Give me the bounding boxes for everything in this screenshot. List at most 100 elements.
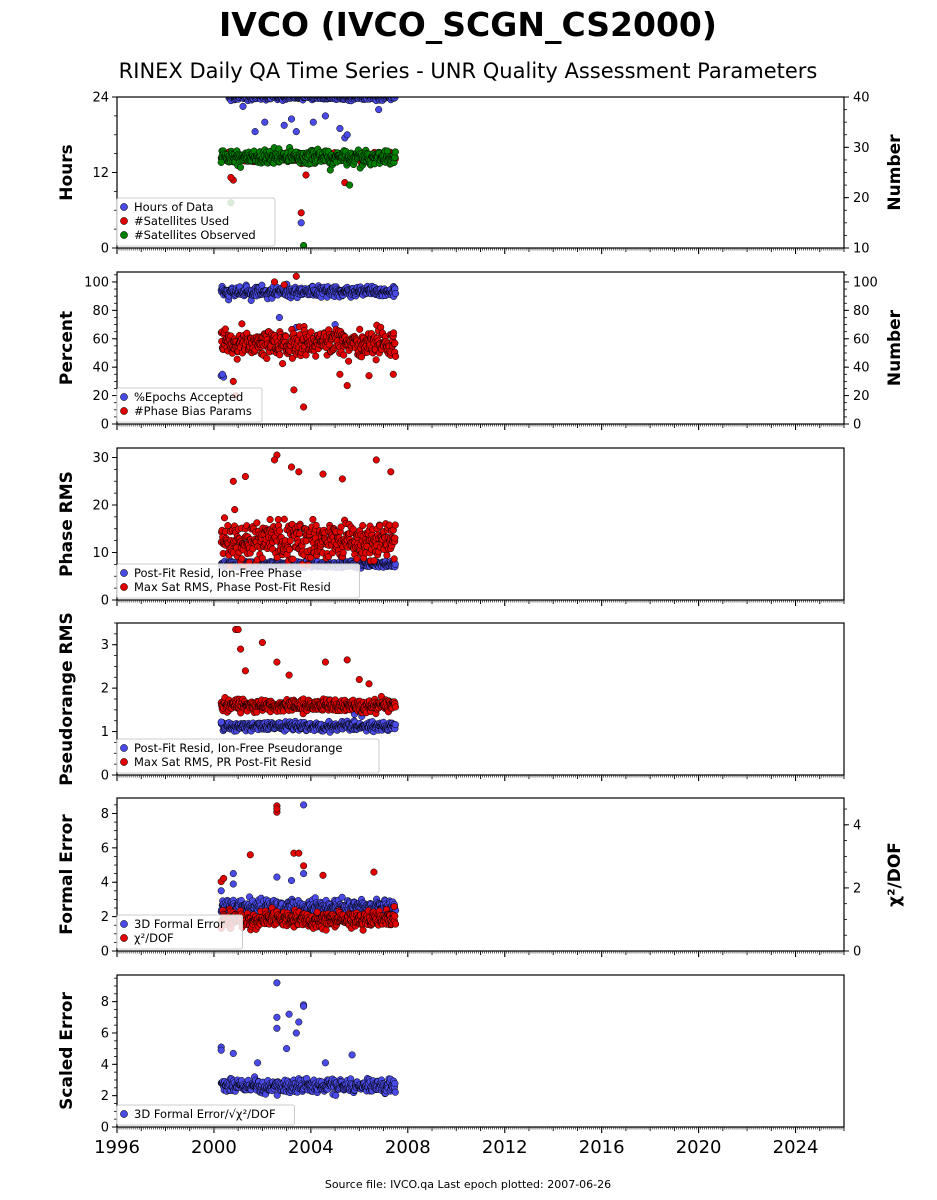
data-point [391, 703, 399, 711]
data-point [276, 351, 284, 359]
outlier-point [321, 112, 329, 120]
outlier-point [338, 475, 346, 483]
y-tick-label: 3 [101, 638, 109, 653]
data-point [353, 555, 361, 563]
outlier-point [309, 118, 317, 126]
outlier-point [295, 468, 303, 476]
y-tick-label: 12 [92, 166, 109, 181]
figure-subtitle: RINEX Daily QA Time Series - UNR Quality… [119, 59, 818, 83]
legend-box [116, 197, 276, 247]
data-point [392, 289, 400, 298]
y-right-tick-label: 10 [853, 242, 870, 257]
outlier-point [365, 372, 373, 380]
data-point [309, 515, 317, 523]
y-right-axis-label: Number [885, 134, 905, 211]
data-point [231, 506, 239, 514]
data-point [238, 555, 246, 563]
outlier-point [285, 671, 293, 679]
data-point [302, 90, 309, 97]
data-point [274, 515, 282, 524]
y-tick-label: 30 [92, 451, 109, 466]
legend-marker [120, 203, 128, 211]
series-%Epochs Accepted [217, 280, 400, 381]
series-#Satellites Observed [217, 144, 399, 248]
y-tick-label: 0 [101, 594, 109, 609]
y-tick-label: 0 [101, 769, 109, 784]
outlier-point [218, 370, 226, 378]
data-point [390, 555, 398, 563]
panel-percent-panel: 0 20 40 60 80 100 0 20 40 60 80 100 Percent Number %Ep… [57, 271, 905, 433]
outlier-point [346, 181, 354, 189]
data-point [296, 530, 304, 538]
data-point [391, 339, 399, 347]
y-tick-label: 80 [92, 304, 109, 319]
outlier-point [237, 645, 245, 653]
y-right-tick-label: 100 [853, 275, 878, 290]
data-point [236, 163, 245, 171]
data-point [266, 515, 274, 524]
outlier-point [270, 278, 279, 286]
legend-marker [120, 217, 128, 225]
outlier-point [372, 456, 380, 464]
outlier-point [300, 241, 308, 248]
outlier-point [319, 470, 327, 478]
data-point [339, 549, 347, 557]
outlier-point [234, 625, 242, 634]
y-tick-label: 60 [92, 332, 109, 347]
data-point [383, 551, 391, 559]
data-point [391, 521, 399, 529]
outlier-point [292, 272, 300, 280]
outlier-point [251, 128, 259, 136]
outlier-point [280, 281, 288, 289]
data-point [257, 97, 261, 98]
legend-box [116, 387, 263, 423]
legend-label: Max Sat RMS, Phase Post-Fit Resid [134, 580, 331, 594]
series-group [217, 90, 399, 248]
panel-phase-rms-panel: 0 10 20 30 Phase RMS Post-Fit Resid, Ion-Free… [57, 447, 845, 609]
y-right-tick-label: 20 [853, 389, 870, 404]
y-tick-label: 24 [92, 91, 109, 106]
outlier-point [300, 403, 308, 411]
data-point [391, 721, 399, 729]
data-point [258, 554, 266, 562]
outlier-point [227, 173, 235, 182]
legend-label: Hours of Data [134, 200, 214, 214]
outlier-point [336, 124, 344, 133]
legend-label: #Satellites Used [134, 214, 229, 228]
data-point [340, 351, 348, 359]
data-point [253, 519, 261, 527]
data-point [345, 357, 353, 365]
outlier-point [239, 102, 247, 110]
legend-label: #Phase Bias Params [134, 404, 252, 418]
y-right-tick-label: 40 [853, 91, 870, 106]
y-tick-label: 40 [92, 361, 109, 376]
data-point [392, 352, 400, 360]
y-right-tick-label: 0 [853, 418, 861, 433]
outlier-point [280, 121, 288, 129]
data-point [221, 325, 229, 333]
y-tick-label: 20 [92, 499, 109, 514]
data-point [359, 522, 367, 530]
data-point [390, 329, 398, 337]
series-group [217, 272, 400, 411]
outlier-point [292, 128, 300, 136]
data-point [358, 353, 366, 361]
outlier-point [297, 219, 305, 227]
outlier-point [241, 472, 249, 481]
series-#Phase Bias Params [217, 272, 400, 411]
legend: Hours of Data#Satellites Used#Satellites… [116, 197, 276, 247]
legend-label: #Satellites Observed [134, 228, 256, 242]
y-tick-label: 0 [101, 418, 109, 433]
data-point [312, 352, 320, 360]
legend-marker [120, 569, 128, 577]
outlier-point [275, 313, 283, 322]
outlier-point [297, 209, 305, 217]
outlier-point [321, 658, 329, 666]
outlier-point [343, 131, 351, 139]
outlier-point [229, 477, 237, 485]
